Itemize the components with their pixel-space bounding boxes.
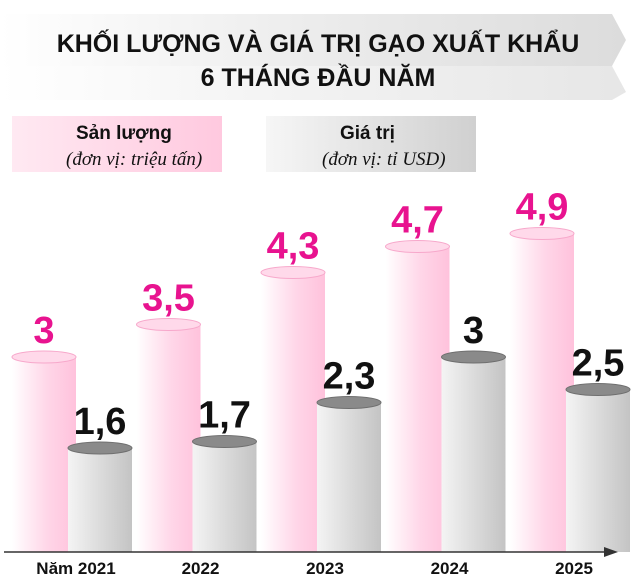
production-bar (260, 266, 326, 552)
production-value-label: 4,7 (391, 200, 444, 242)
x-tick-label: 2024 (431, 559, 469, 578)
production-value-label: 4,3 (267, 226, 320, 268)
value-value-label: 2,3 (323, 356, 376, 398)
chart-subtitle: 6 THÁNG ĐẦU NĂM (201, 63, 436, 92)
x-tick-label: Năm 2021 (36, 559, 115, 578)
legend-swatch-value (266, 116, 476, 172)
value-value-label: 2,5 (572, 343, 625, 385)
value-bar (565, 383, 631, 552)
x-tick-label: 2022 (182, 559, 220, 578)
legend-unit-production: (đơn vị: triệu tấn) (66, 149, 202, 170)
production-bar (136, 318, 201, 552)
value-bar (441, 350, 506, 552)
x-axis-arrow-icon (604, 547, 618, 557)
value-value-label: 1,6 (74, 401, 127, 443)
legend-unit-value: (đơn vị: tỉ USD) (322, 149, 446, 170)
production-value-label: 3,5 (142, 278, 195, 320)
value-value-label: 3 (463, 310, 484, 352)
value-bar (316, 396, 382, 552)
production-bar (385, 240, 450, 552)
legend-swatch-production (12, 116, 222, 172)
legend-label-production: Sản lượng (76, 123, 172, 144)
value-bar (192, 435, 257, 552)
value-value-label: 1,7 (198, 395, 251, 437)
x-tick-label: 2025 (555, 559, 593, 578)
value-bar (67, 441, 133, 552)
legend: Sản lượng (đơn vị: triệu tấn) Giá trị (đ… (12, 116, 476, 172)
production-value-label: 3 (33, 310, 54, 352)
production-value-label: 4,9 (516, 187, 569, 229)
legend-label-value: Giá trị (340, 123, 395, 144)
x-tick-label: 2023 (306, 559, 344, 578)
value-labels-group: 3 1,6 3,5 1,7 4,3 2,3 4,7 3 4,9 2,5 (33, 187, 624, 444)
bars-group (11, 227, 631, 552)
chart-title: KHỐI LƯỢNG VÀ GIÁ TRỊ GẠO XUẤT KHẨU (57, 28, 580, 58)
x-axis-ticks: Năm 2021 2022 2023 2024 2025 (36, 559, 593, 578)
production-bar (11, 350, 77, 552)
production-bar (509, 227, 575, 552)
title-band (0, 14, 626, 100)
